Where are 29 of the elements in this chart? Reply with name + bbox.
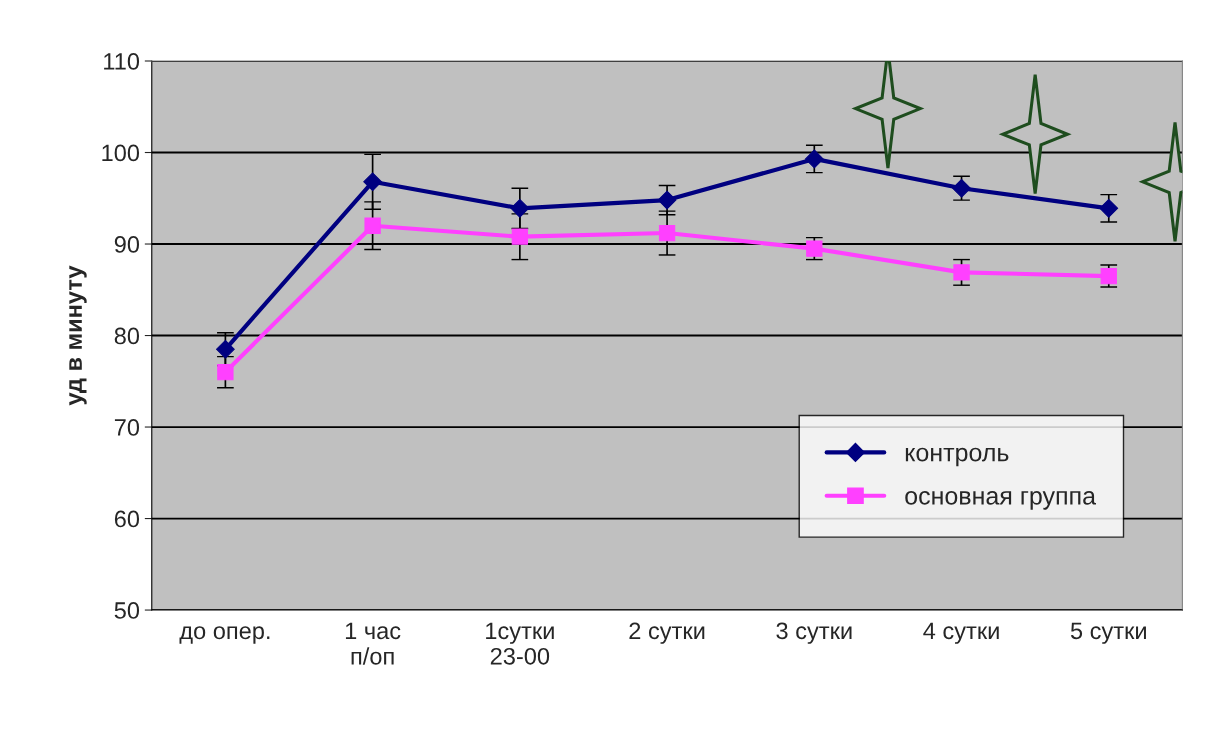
point bbox=[953, 264, 970, 281]
point bbox=[1099, 198, 1119, 218]
point bbox=[363, 172, 382, 192]
x-tick-label: 4 сутки bbox=[923, 622, 999, 644]
y-tick-label: 90 bbox=[114, 236, 140, 253]
point bbox=[806, 240, 823, 257]
y-tick-label: 100 bbox=[102, 144, 140, 162]
point bbox=[804, 149, 824, 169]
legend-label: контроль bbox=[905, 447, 1009, 467]
y-tick-label: 110 bbox=[104, 53, 140, 70]
point bbox=[216, 339, 235, 359]
y-tick-label: 70 bbox=[114, 419, 140, 436]
y-axis-title: уд в минуту bbox=[69, 265, 87, 406]
point bbox=[658, 224, 676, 242]
point bbox=[657, 190, 677, 210]
y-tick-label: 80 bbox=[114, 327, 140, 345]
point bbox=[364, 217, 381, 234]
y-tick-label: 50 bbox=[114, 602, 140, 619]
x-tick-label: 2 сутки bbox=[629, 622, 705, 644]
point bbox=[510, 198, 530, 218]
point bbox=[511, 228, 529, 245]
x-tick-label: 1 час п/оп bbox=[345, 622, 401, 665]
x-tick-label: 5 сутки bbox=[1070, 622, 1146, 644]
legend-label: основная группа bbox=[905, 491, 1097, 510]
point bbox=[217, 363, 234, 381]
x-tick-label: до опер. bbox=[179, 626, 270, 644]
x-tick-label: 1сутки 23-00 bbox=[486, 622, 554, 665]
y-tick-label: 60 bbox=[114, 510, 140, 528]
x-tick-label: 3 сутки bbox=[776, 622, 852, 644]
